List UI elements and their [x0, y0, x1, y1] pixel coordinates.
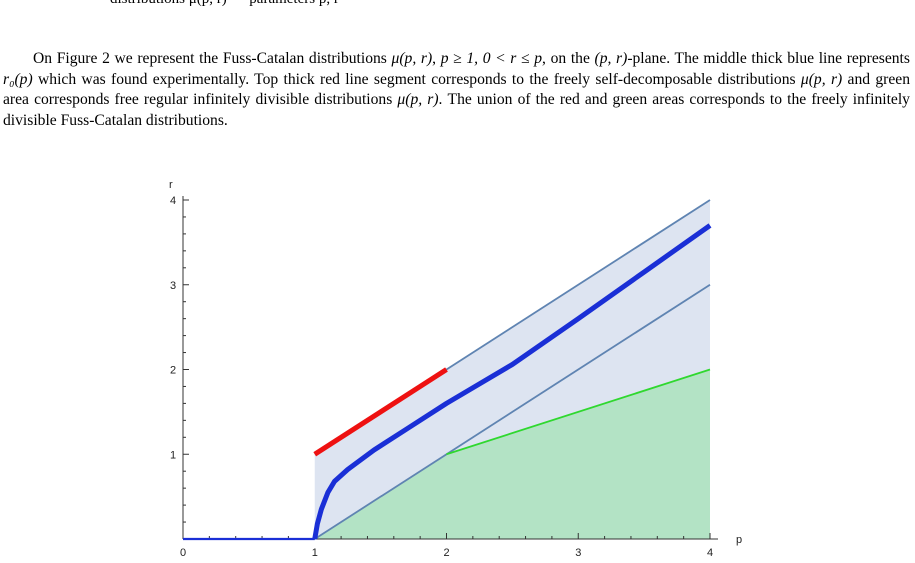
- y-tick-label: 2: [170, 365, 176, 377]
- math-r0: r₀(p): [3, 70, 33, 88]
- page-top-fragment: distributions μ(p, r) — parameters p, r: [110, 0, 810, 10]
- lines-layer: [183, 199, 712, 541]
- math-mu-3: μ(p, r): [397, 91, 439, 108]
- math-mu-2: μ(p, r): [800, 70, 843, 88]
- x-tick-label: 0: [180, 547, 186, 559]
- x-tick-label: 4: [707, 547, 713, 559]
- y-tick-label: 4: [170, 195, 176, 207]
- series-line-4: [312, 223, 712, 540]
- math-plane: (p, r): [594, 50, 628, 67]
- regions-layer: [314, 200, 710, 539]
- x-tick-label: 3: [575, 547, 581, 559]
- math-range: p ≥ 1, 0 < r ≤ p: [440, 50, 543, 67]
- x-axis-label: p: [736, 534, 742, 546]
- series-line-2: [446, 368, 711, 456]
- y-tick-label: 3: [170, 280, 176, 292]
- region-1: [314, 369, 710, 539]
- x-tick-label: 1: [312, 547, 318, 559]
- math-mu: μ(p, r): [391, 50, 433, 67]
- y-tick-label: 1: [170, 449, 176, 461]
- y-axis-label: r: [169, 179, 173, 191]
- series-line-1: [314, 283, 711, 540]
- series-line-3: [313, 367, 448, 457]
- body-paragraph: On Figure 2 we represent the Fuss-Catala…: [3, 50, 910, 129]
- labels-layer: 0 1 2 3 4 1 2 3 4 p r: [169, 179, 742, 559]
- x-tick-label: 2: [443, 547, 449, 559]
